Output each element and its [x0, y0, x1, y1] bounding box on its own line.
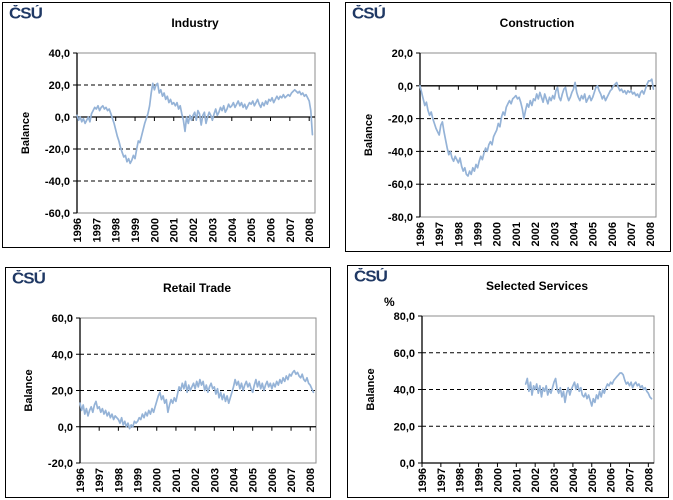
svg-text:1999: 1999 [474, 468, 486, 492]
svg-text:0,0: 0,0 [400, 458, 415, 470]
svg-text:40,0: 40,0 [394, 385, 415, 397]
svg-text:1999: 1999 [130, 218, 142, 242]
svg-text:1996: 1996 [72, 218, 84, 242]
svg-text:2002: 2002 [530, 468, 542, 492]
svg-text:2007: 2007 [626, 222, 638, 246]
chart-panel-industry: ČSÚ Industry 40,0 20,0 0,0 -20,0 -40,0 -60,0 1… [2, 2, 330, 248]
svg-text:-80,0: -80,0 [388, 212, 413, 224]
svg-text:2003: 2003 [209, 468, 221, 492]
svg-text:0,0: 0,0 [58, 422, 73, 434]
svg-text:2006: 2006 [607, 222, 619, 246]
svg-text:-20,0: -20,0 [48, 458, 73, 470]
svg-text:1998: 1998 [453, 222, 465, 246]
svg-text:2008: 2008 [645, 222, 657, 246]
csu-logo: ČSÚ [12, 270, 46, 288]
svg-text:1997: 1997 [434, 222, 446, 246]
svg-text:2004: 2004 [227, 217, 239, 242]
chart-panel-retail-trade: ČSÚ Retail Trade 60,0 40,0 20,0 0,0 -20,0 199… [5, 267, 331, 498]
csu-logo: ČSÚ [354, 268, 388, 286]
svg-text:2008: 2008 [305, 468, 317, 492]
svg-text:2000: 2000 [152, 468, 164, 492]
csu-logo: ČSÚ [9, 5, 43, 23]
svg-text:2004: 2004 [568, 221, 580, 246]
svg-text:2006: 2006 [265, 218, 277, 242]
chart-title: Retail Trade [162, 281, 232, 295]
svg-text:40,0: 40,0 [49, 48, 70, 60]
svg-text:1996: 1996 [75, 468, 87, 492]
svg-text:Balance: Balance [20, 112, 32, 154]
svg-text:Balance: Balance [365, 368, 377, 410]
svg-text:20,0: 20,0 [392, 48, 413, 60]
svg-text:-20,0: -20,0 [388, 114, 413, 126]
svg-text:2005: 2005 [588, 222, 600, 246]
svg-text:2002: 2002 [530, 222, 542, 246]
svg-text:20,0: 20,0 [49, 80, 70, 92]
svg-text:2000: 2000 [492, 222, 504, 246]
svg-text:2005: 2005 [587, 468, 599, 492]
svg-text:-60,0: -60,0 [388, 179, 413, 191]
svg-text:2002: 2002 [188, 218, 200, 242]
svg-text:2000: 2000 [492, 468, 504, 492]
chart-title: Industry [171, 16, 219, 30]
svg-text:-40,0: -40,0 [388, 146, 413, 158]
svg-text:60,0: 60,0 [394, 348, 415, 360]
svg-text:-20,0: -20,0 [45, 144, 70, 156]
svg-text:2004: 2004 [568, 467, 580, 492]
svg-text:2001: 2001 [511, 222, 523, 246]
svg-text:2002: 2002 [190, 468, 202, 492]
svg-text:80,0: 80,0 [394, 311, 415, 323]
svg-text:20,0: 20,0 [52, 386, 73, 398]
svg-text:1999: 1999 [473, 222, 485, 246]
svg-text:-60,0: -60,0 [45, 208, 70, 220]
svg-text:2006: 2006 [267, 468, 279, 492]
svg-text:2007: 2007 [624, 468, 636, 492]
svg-text:2003: 2003 [549, 222, 561, 246]
svg-text:2008: 2008 [304, 218, 316, 242]
chart-title: Selected Services [485, 279, 589, 293]
svg-text:40,0: 40,0 [52, 349, 73, 361]
chart-title: Construction [499, 16, 575, 30]
svg-text:2000: 2000 [149, 218, 161, 242]
svg-text:2008: 2008 [643, 468, 655, 492]
svg-text:1997: 1997 [436, 468, 448, 492]
svg-text:2001: 2001 [169, 218, 181, 242]
svg-text:0,0: 0,0 [398, 81, 413, 93]
svg-text:2005: 2005 [248, 468, 260, 492]
svg-text:1998: 1998 [113, 468, 125, 492]
svg-text:Balance: Balance [363, 114, 375, 156]
svg-text:1997: 1997 [94, 468, 106, 492]
svg-text:60,0: 60,0 [52, 313, 73, 325]
chart-panel-construction: ČSÚ Construction 20,0 0,0 -20,0 -40,0 -60,0 -… [345, 2, 671, 252]
svg-text:1996: 1996 [417, 468, 429, 492]
svg-text:Balance: Balance [23, 369, 35, 411]
svg-text:1997: 1997 [91, 218, 103, 242]
svg-text:2005: 2005 [246, 218, 258, 242]
svg-text:2007: 2007 [285, 218, 297, 242]
svg-text:2007: 2007 [286, 468, 298, 492]
svg-text:1996: 1996 [415, 222, 427, 246]
svg-text:2001: 2001 [171, 468, 183, 492]
svg-text:2003: 2003 [207, 218, 219, 242]
svg-text:0,0: 0,0 [55, 112, 70, 124]
svg-text:2001: 2001 [511, 468, 523, 492]
svg-text:2003: 2003 [549, 468, 561, 492]
svg-text:2006: 2006 [606, 468, 618, 492]
svg-text:1999: 1999 [133, 468, 145, 492]
csu-logo: ČSÚ [352, 5, 386, 23]
svg-text:20,0: 20,0 [394, 421, 415, 433]
svg-text:1998: 1998 [111, 218, 123, 242]
svg-text:-40,0: -40,0 [45, 176, 70, 188]
svg-text:%: % [384, 295, 395, 309]
chart-panel-selected-services: ČSÚ Selected Services 80,0 60,0 40,0 20,0 0,… [347, 265, 669, 498]
svg-text:1998: 1998 [455, 468, 467, 492]
svg-text:2004: 2004 [228, 467, 240, 492]
